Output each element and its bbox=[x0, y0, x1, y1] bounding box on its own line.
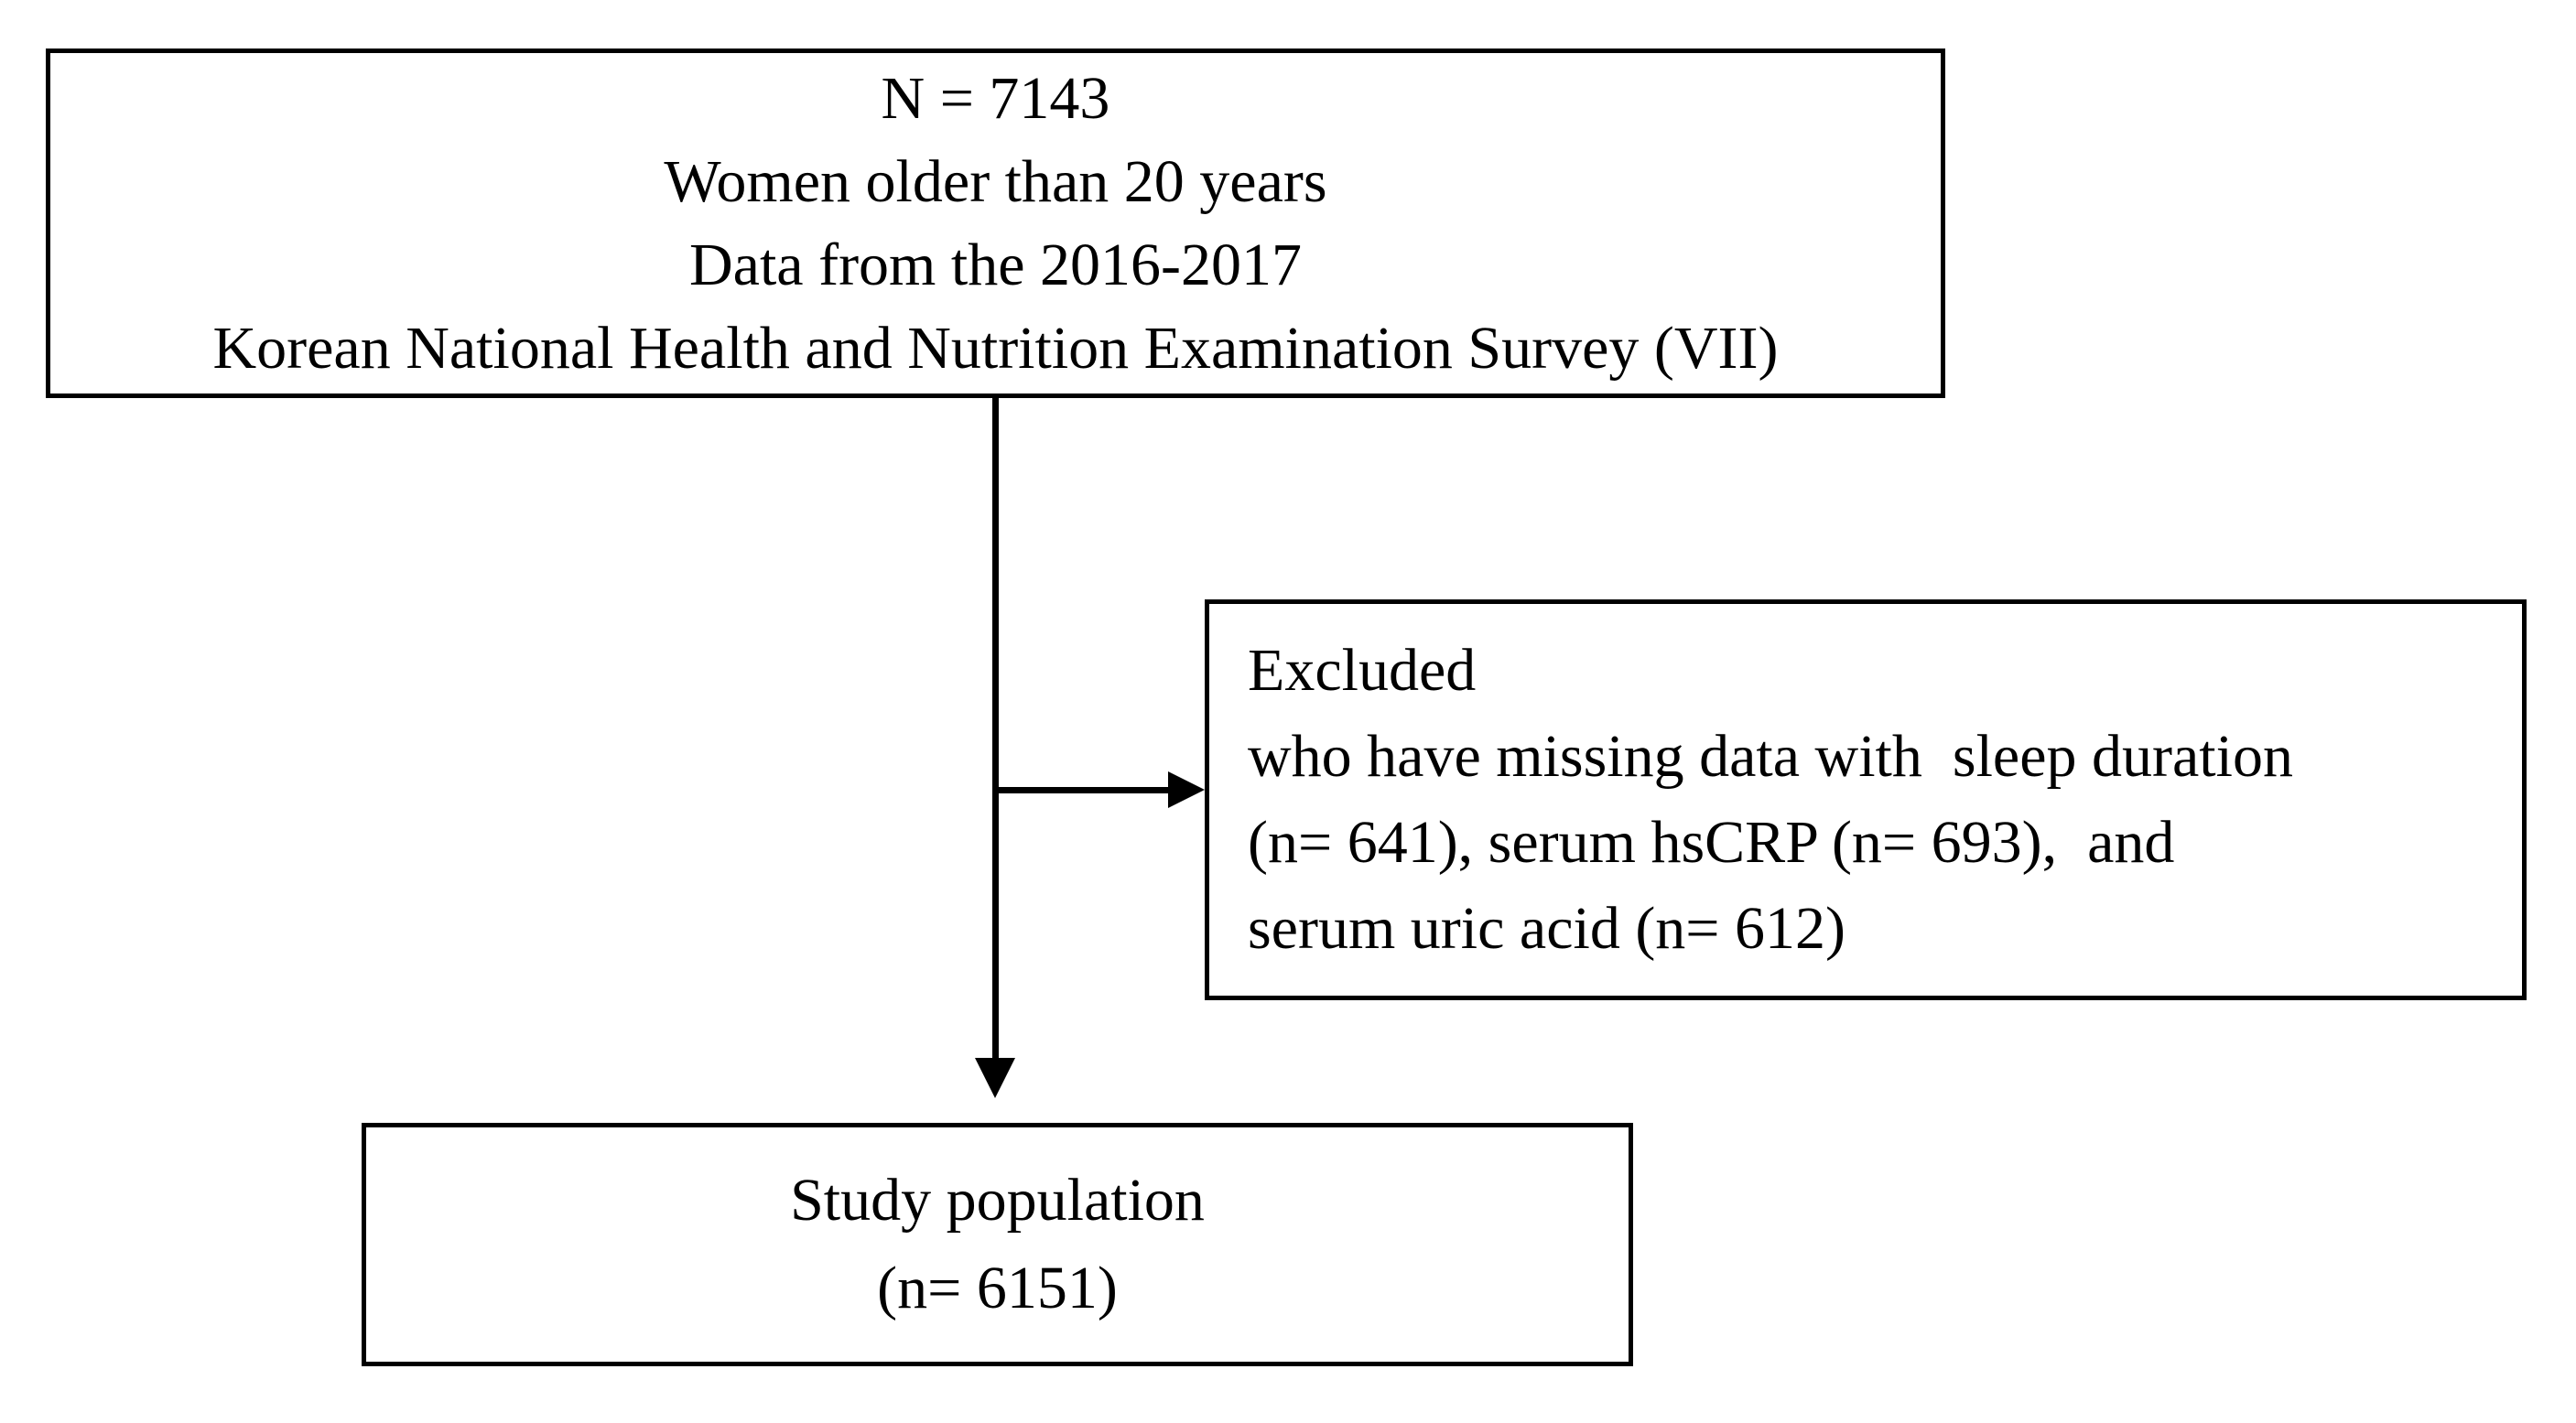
box-line: Study population bbox=[790, 1167, 1205, 1234]
box-line: Data from the 2016-2017 bbox=[689, 232, 1302, 298]
down-arrow-line bbox=[992, 398, 999, 1062]
box-line: serum uric acid (n= 612) bbox=[1248, 895, 1846, 962]
box-line: (n= 641), serum hsCRP (n= 693), and bbox=[1248, 809, 2175, 876]
box-line: who have missing data with sleep duratio… bbox=[1248, 723, 2293, 790]
box-line: (n= 6151) bbox=[877, 1255, 1118, 1321]
right-arrow-line bbox=[995, 787, 1171, 793]
box-line: Excluded bbox=[1248, 637, 1477, 704]
study-population-box: Study population (n= 6151) bbox=[362, 1123, 1633, 1366]
box-line: N = 7143 bbox=[881, 65, 1110, 132]
box-line: Women older than 20 years bbox=[664, 148, 1327, 215]
excluded-box: Excluded who have missing data with slee… bbox=[1205, 599, 2527, 1000]
arrowhead-down-icon bbox=[975, 1058, 1015, 1098]
arrowhead-right-icon bbox=[1168, 771, 1205, 808]
box-line: Korean National Health and Nutrition Exa… bbox=[212, 315, 1779, 382]
source-population-box: N = 7143 Women older than 20 years Data … bbox=[46, 49, 1945, 398]
